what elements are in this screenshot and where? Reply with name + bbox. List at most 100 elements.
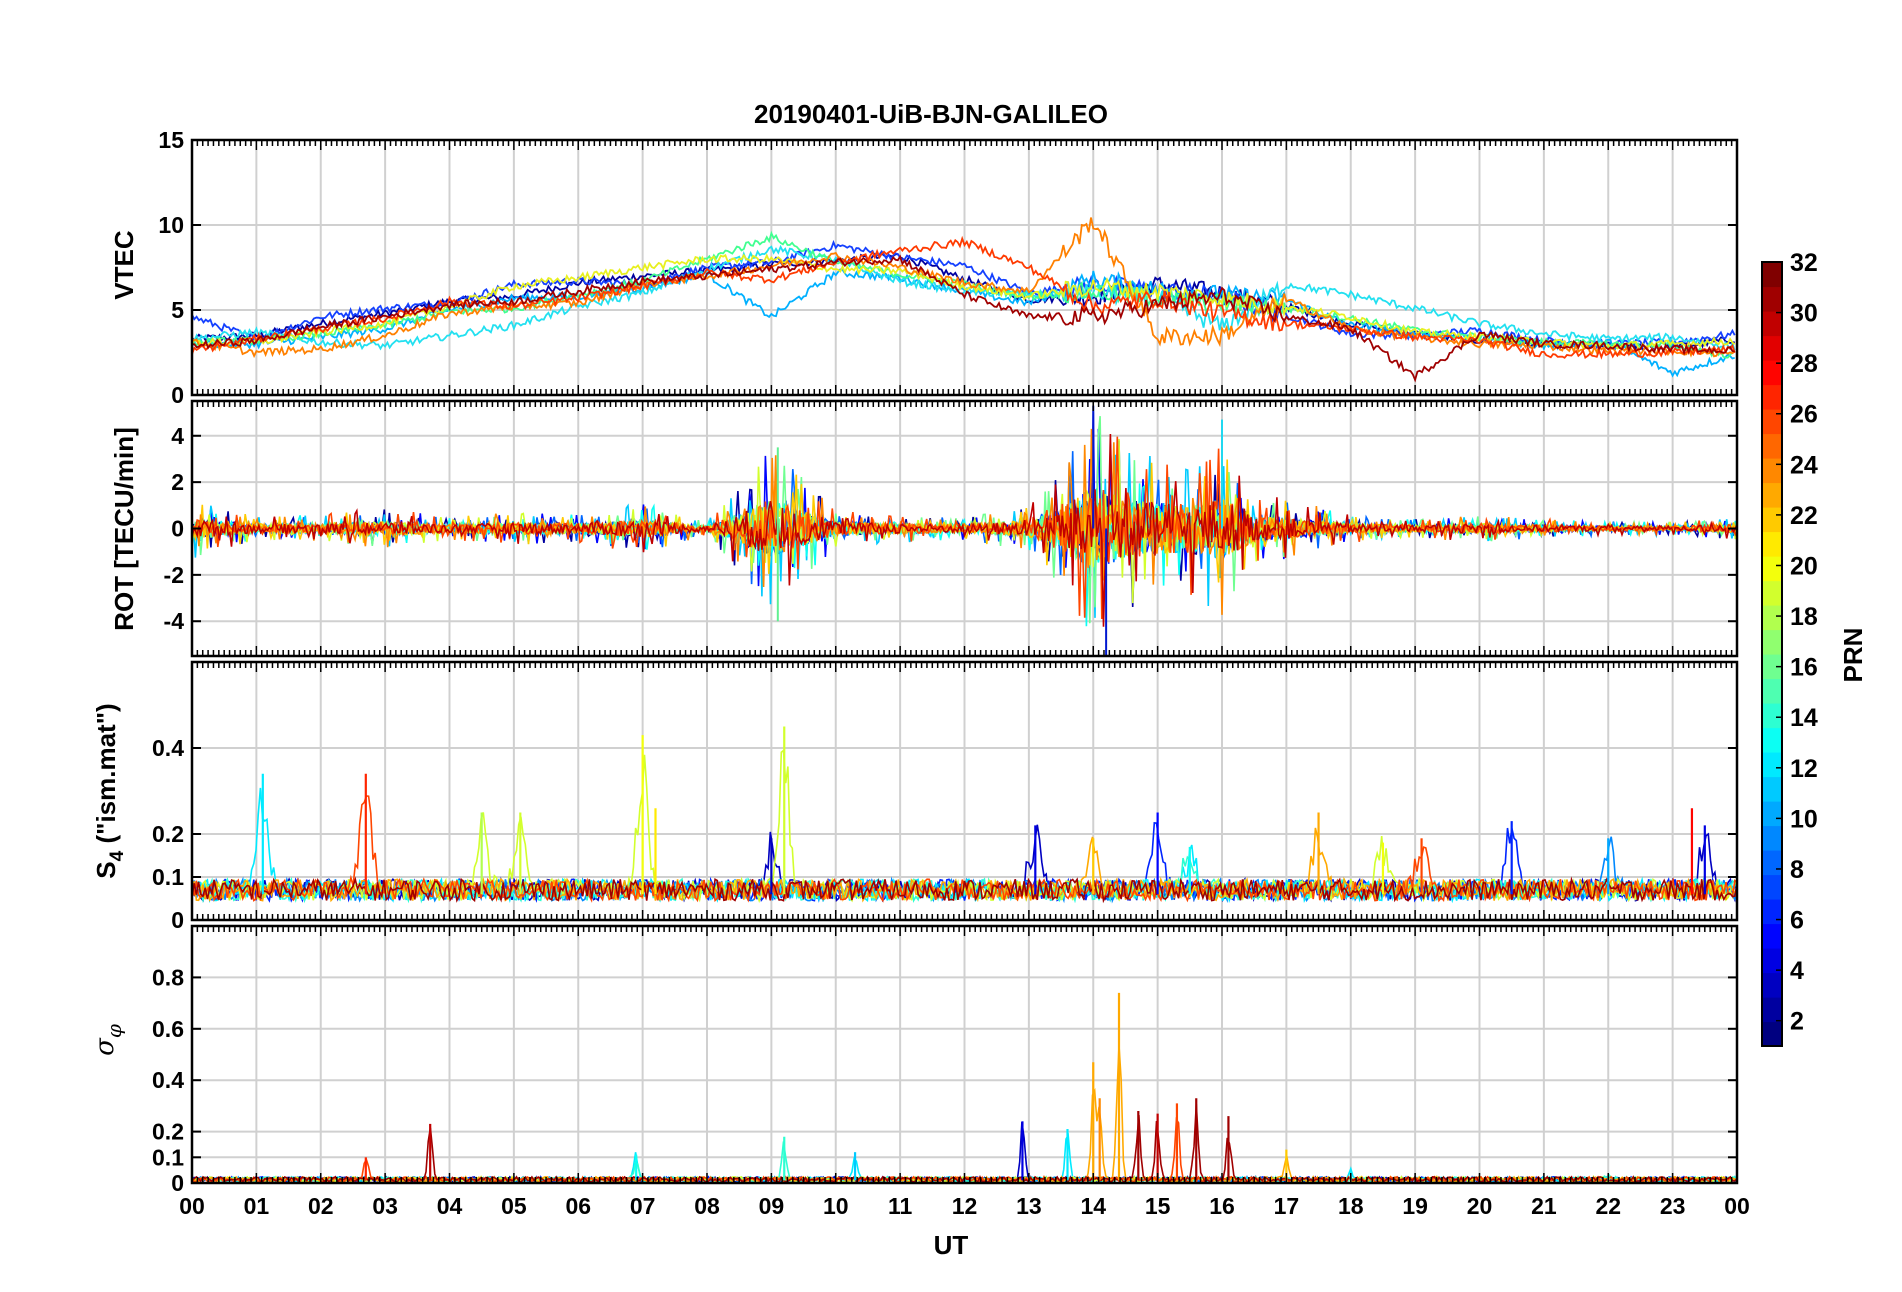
x-tick-label: 12 — [952, 1193, 978, 1219]
x-axis-ticks: 00 01 02 03 04 05 06 07 08 09 10 11 12 13 14 15 16 17 18 19… — [179, 1193, 1750, 1219]
colorbar-tick-label: 14 — [1790, 704, 1818, 732]
x-tick-label: 08 — [694, 1193, 720, 1219]
x-tick-label: 00 — [1724, 1193, 1750, 1219]
vtec-series-prn-31 — [192, 254, 1735, 383]
vtec-minor-ticks — [191, 140, 1738, 395]
colorbar-cell — [1762, 703, 1782, 729]
vtec-series-prn-26 — [192, 235, 1736, 360]
vtec-grid — [192, 140, 1737, 395]
s4-ytick-label: 0 — [171, 907, 184, 933]
colorbar-tick-label: 12 — [1790, 755, 1818, 783]
vtec-series-prn-23 — [192, 217, 1736, 359]
s4-ylabel: S4 ("ism.mat") — [91, 703, 128, 878]
colorbar-tick-label: 16 — [1790, 654, 1818, 682]
s4-series-prn-31 — [192, 876, 1737, 904]
x-tick-label: 18 — [1338, 1193, 1364, 1219]
x-tick-label: 02 — [308, 1193, 334, 1219]
x-tick-label: 16 — [1209, 1193, 1235, 1219]
sigma-phi-ytick-label: 0.8 — [152, 964, 184, 990]
colorbar-cell — [1762, 899, 1782, 925]
colorbar-tick-label: 30 — [1790, 300, 1818, 328]
colorbar-cell — [1762, 825, 1782, 851]
x-tick-label: 07 — [630, 1193, 656, 1219]
sigma-phi-ytick-label: 0.1 — [152, 1144, 184, 1170]
colorbar-cell — [1762, 433, 1782, 459]
colorbar-cell — [1762, 874, 1782, 900]
colorbar-cell — [1762, 678, 1782, 704]
sigma-phi-ytick-label: 0.2 — [152, 1119, 184, 1145]
s4-ytick-label: 0.4 — [152, 735, 184, 761]
colorbar-cell — [1762, 360, 1782, 386]
x-tick-label: 01 — [244, 1193, 270, 1219]
rot-panel: -4 -2 0 2 4 — [164, 399, 1739, 658]
colorbar-cell — [1762, 262, 1782, 288]
colorbar-tick-label: 26 — [1790, 401, 1818, 429]
s4-panel: 0 0.1 0.2 0.4 — [152, 660, 1739, 933]
x-tick-label: 11 — [888, 1193, 913, 1219]
colorbar-tick-label: 28 — [1790, 350, 1818, 378]
rot-ytick-label: 2 — [171, 469, 184, 495]
colorbar-tick-label: 32 — [1790, 249, 1818, 277]
colorbar-cell — [1762, 1021, 1782, 1047]
x-tick-label: 22 — [1595, 1193, 1621, 1219]
vtec-ytick-label: 0 — [171, 382, 184, 408]
x-tick-label: 17 — [1274, 1193, 1300, 1219]
colorbar-frame — [1761, 261, 1783, 1047]
x-axis-label: UT — [934, 1230, 969, 1260]
colorbar-cell — [1762, 384, 1782, 410]
colorbar-tick-label: 24 — [1790, 451, 1818, 479]
x-tick-label: 10 — [823, 1193, 849, 1219]
colorbar-cell — [1762, 556, 1782, 582]
sigma-phi-ytick-label: 0.6 — [152, 1016, 184, 1042]
colorbar-tick-label: 20 — [1790, 552, 1818, 580]
colorbar-cell — [1762, 801, 1782, 827]
colorbar-tick-label: 22 — [1790, 502, 1818, 530]
s4-ytick-label: 0.1 — [152, 864, 184, 890]
sigma-phi-ytick-label: 0.4 — [152, 1067, 184, 1093]
x-tick-label: 09 — [759, 1193, 785, 1219]
x-tick-label: 20 — [1467, 1193, 1493, 1219]
colorbar-cell — [1762, 311, 1782, 337]
vtec-panel: 0 5 10 15 — [158, 127, 1739, 408]
colorbar-cell — [1762, 531, 1782, 557]
vtec-series-prn-12 — [192, 244, 1736, 351]
x-tick-label: 21 — [1531, 1193, 1557, 1219]
colorbar-cell — [1762, 948, 1782, 974]
rot-ytick-label: -2 — [164, 562, 184, 588]
colorbar-tick-label: 4 — [1790, 957, 1804, 985]
sigma-phi-panel: 00.10.2 0.4 0.6 0.8 — [152, 924, 1739, 1196]
colorbar-cell — [1762, 727, 1782, 753]
colorbar-cell — [1762, 997, 1782, 1023]
x-tick-label: 03 — [372, 1193, 398, 1219]
sigma-phi-ytick-label: 0 — [171, 1170, 184, 1196]
colorbar-tick-label: 2 — [1790, 1008, 1804, 1036]
rot-ytick-label: 0 — [171, 516, 184, 542]
x-tick-label: 19 — [1402, 1193, 1428, 1219]
x-tick-label: 06 — [565, 1193, 591, 1219]
rot-ytick-label: -4 — [164, 608, 185, 634]
colorbar-tick-label: 6 — [1790, 907, 1804, 935]
x-tick-label: 14 — [1080, 1193, 1106, 1219]
sigma-phi-ylabel: σφ — [90, 1024, 126, 1056]
colorbar-label: PRN — [1838, 628, 1868, 683]
colorbar-cell — [1762, 850, 1782, 876]
colorbar-cell — [1762, 507, 1782, 533]
x-tick-label: 15 — [1145, 1193, 1171, 1219]
vtec-ytick-label: 5 — [171, 297, 184, 323]
colorbar-cell — [1762, 580, 1782, 606]
colorbar-cell — [1762, 286, 1782, 312]
colorbar-cell — [1762, 409, 1782, 435]
x-tick-label: 13 — [1016, 1193, 1042, 1219]
vtec-ylabel: VTEC — [109, 230, 139, 300]
colorbar-cell — [1762, 605, 1782, 631]
rot-ylabel: ROT [TECU/min] — [109, 427, 139, 631]
colorbar-cell — [1762, 923, 1782, 949]
colorbar-cell — [1762, 752, 1782, 778]
colorbar-cell — [1762, 335, 1782, 361]
colorbar-cell — [1762, 629, 1782, 655]
rot-series-prn-30 — [192, 433, 1737, 627]
colorbar-cell — [1762, 482, 1782, 508]
chart-title: 20190401-UiB-BJN-GALILEO — [754, 99, 1108, 129]
